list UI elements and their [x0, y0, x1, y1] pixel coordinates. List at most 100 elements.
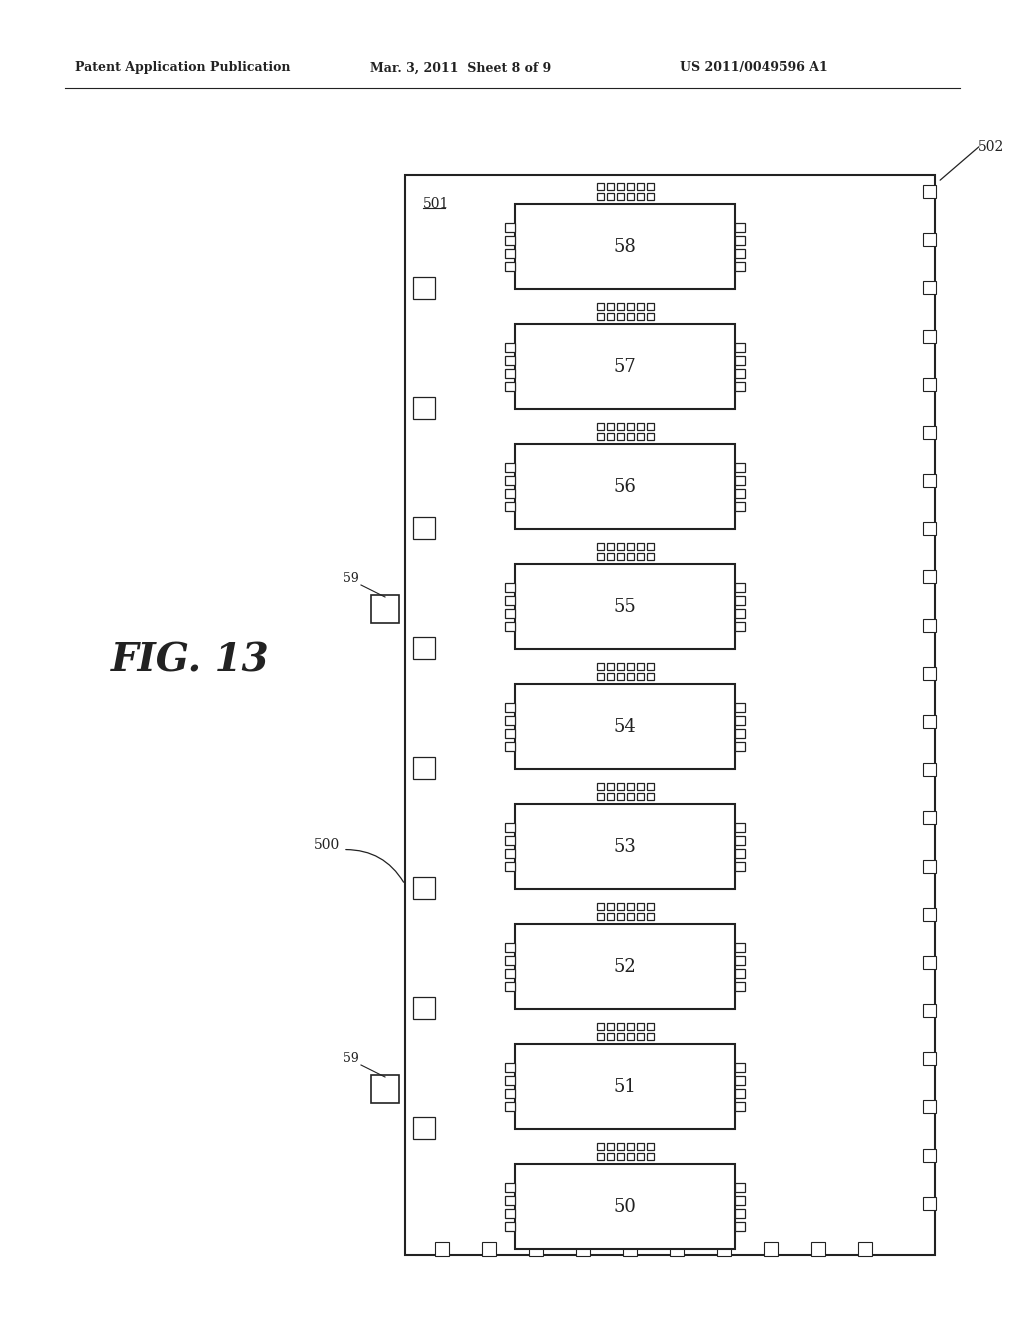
Bar [858, 1242, 872, 1257]
Bar [637, 1034, 643, 1040]
Bar [735, 235, 745, 244]
Bar [637, 673, 643, 680]
Bar [637, 183, 643, 190]
Bar [616, 673, 624, 680]
Bar [735, 1089, 745, 1097]
Bar [735, 1209, 745, 1217]
Bar [646, 913, 653, 920]
Bar [735, 582, 745, 591]
Bar [923, 715, 936, 729]
Bar [923, 570, 936, 583]
Bar [413, 997, 435, 1019]
Bar [413, 277, 435, 300]
Bar [627, 183, 634, 190]
Bar [515, 444, 735, 529]
Bar [413, 756, 435, 779]
Bar [505, 368, 515, 378]
Bar [637, 793, 643, 800]
Bar [637, 543, 643, 550]
Bar [505, 223, 515, 231]
Bar [646, 304, 653, 310]
Bar [505, 729, 515, 738]
Bar [627, 903, 634, 909]
Bar [505, 982, 515, 990]
Bar [637, 1023, 643, 1030]
Bar [735, 1196, 745, 1204]
Bar [764, 1242, 778, 1257]
Bar [597, 1143, 603, 1150]
Bar [735, 702, 745, 711]
Bar [923, 1197, 936, 1210]
Bar [606, 663, 613, 671]
Bar [735, 248, 745, 257]
Text: Mar. 3, 2011  Sheet 8 of 9: Mar. 3, 2011 Sheet 8 of 9 [370, 62, 551, 74]
Text: 500: 500 [313, 838, 340, 851]
Bar [646, 1034, 653, 1040]
Bar [606, 433, 613, 440]
Bar [627, 793, 634, 800]
Bar [735, 862, 745, 870]
Bar [735, 342, 745, 351]
Bar [515, 323, 735, 409]
Bar [923, 763, 936, 776]
Bar [597, 913, 603, 920]
Bar [505, 381, 515, 391]
Bar [627, 1152, 634, 1160]
Bar [637, 433, 643, 440]
Bar [735, 956, 745, 965]
Bar [482, 1242, 496, 1257]
Bar [637, 663, 643, 671]
Bar [637, 193, 643, 201]
Bar [413, 638, 435, 659]
Bar [616, 543, 624, 550]
Bar [371, 1074, 399, 1104]
Bar [515, 924, 735, 1008]
Bar [606, 673, 613, 680]
Bar [616, 193, 624, 201]
Bar [606, 1143, 613, 1150]
Bar [413, 876, 435, 899]
Bar [923, 474, 936, 487]
Text: US 2011/0049596 A1: US 2011/0049596 A1 [680, 62, 827, 74]
Bar [413, 1117, 435, 1139]
Bar [735, 742, 745, 751]
Bar [646, 1152, 653, 1160]
Bar [597, 783, 603, 789]
Text: 51: 51 [613, 1077, 637, 1096]
Bar [413, 517, 435, 539]
Bar [627, 663, 634, 671]
Bar [646, 783, 653, 789]
Bar [637, 313, 643, 319]
Bar [505, 1063, 515, 1072]
Bar [505, 742, 515, 751]
Bar [627, 1034, 634, 1040]
Bar [505, 582, 515, 591]
Bar [597, 193, 603, 201]
Text: 52: 52 [613, 957, 636, 975]
Text: 57: 57 [613, 358, 636, 375]
Bar [735, 368, 745, 378]
Bar [515, 205, 735, 289]
Bar [597, 1152, 603, 1160]
Bar [637, 913, 643, 920]
Bar [735, 969, 745, 978]
Bar [505, 502, 515, 511]
Bar [597, 433, 603, 440]
Bar [735, 715, 745, 725]
Bar [646, 543, 653, 550]
Bar [923, 426, 936, 440]
Bar [616, 1152, 624, 1160]
Bar [505, 1196, 515, 1204]
Bar [923, 1148, 936, 1162]
Bar [606, 543, 613, 550]
Bar [637, 783, 643, 789]
Bar [413, 397, 435, 418]
Bar [735, 822, 745, 832]
Bar [627, 913, 634, 920]
Bar [627, 422, 634, 430]
Bar [646, 903, 653, 909]
Bar [923, 908, 936, 921]
Bar [646, 422, 653, 430]
Bar [627, 673, 634, 680]
Bar [670, 1242, 684, 1257]
